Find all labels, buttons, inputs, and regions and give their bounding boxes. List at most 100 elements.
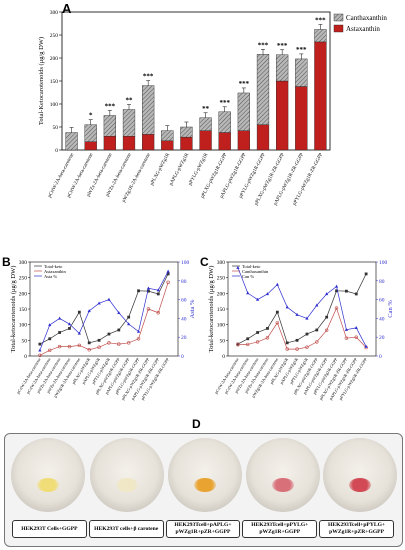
caption-1: HEK293T Cells+GGPP [12, 520, 87, 538]
bar-canthaxanthin-3 [122, 109, 136, 137]
point-b-1-5 [87, 348, 91, 352]
point-b-0-7 [107, 332, 111, 336]
x-category-a-7: pPYLG-pWZg1R [188, 152, 210, 187]
point-b-0-11 [147, 289, 150, 293]
panel-a-letter: A [62, 1, 72, 16]
bar-astaxanthin-8 [218, 132, 231, 151]
legend-label-b-1: Astaxanthin [44, 269, 66, 274]
point-b-2-8 [117, 310, 121, 314]
y-tick-label-c-2: 100 [217, 323, 226, 329]
point-c-1-5 [285, 347, 289, 351]
bar-astaxanthin-7 [199, 130, 212, 151]
point-b-2-5 [87, 309, 91, 313]
bar-canthaxanthin-6 [180, 126, 193, 138]
series-line-c-2 [237, 267, 367, 347]
y-tick-label-a-5: 250 [50, 33, 59, 39]
point-c-1-3 [265, 336, 270, 340]
y-tick-label-a-2: 100 [50, 102, 59, 108]
point-c-0-3 [266, 327, 269, 330]
bar-astaxanthin-3 [122, 135, 136, 151]
point-b-2-6 [97, 301, 101, 305]
point-b-1-3 [67, 344, 72, 349]
y2-tick-label-b-3: 60 [181, 298, 187, 304]
bar-astaxanthin-9 [237, 130, 250, 151]
point-c-2-8 [315, 303, 319, 307]
tube-5 [323, 438, 397, 512]
panel-c-letter: C [200, 255, 209, 269]
legend-label-astaxanthin: Astaxanthin [346, 25, 380, 33]
significance-a-8: *** [219, 99, 230, 107]
point-b-1-9 [126, 341, 131, 345]
bar-canthaxanthin-12 [295, 58, 308, 87]
y-tick-label-a-3: 150 [50, 79, 59, 85]
point-c-2-11 [344, 327, 348, 331]
point-b-0-9 [127, 315, 131, 319]
bar-canthaxanthin-4 [142, 85, 155, 135]
bar-astaxanthin-6 [180, 136, 193, 151]
y2-axis-label-c: Can % [387, 300, 394, 318]
tube-1 [11, 438, 85, 512]
tube-4 [246, 438, 320, 512]
bar-canthaxanthin-7 [199, 117, 212, 131]
point-c-0-8 [315, 328, 319, 332]
point-b-1-6 [97, 345, 101, 349]
chart-c: 050100150200250300020406080100Total-keto… [208, 260, 394, 401]
x-category-a-6: pAPLG-pWZg1R [169, 152, 191, 187]
caption-row: HEK293T Cells+GGPP HEK293T cells+β carot… [12, 520, 394, 538]
point-c-1-4 [275, 321, 280, 325]
point-b-0-3 [68, 327, 71, 330]
significance-a-12: *** [296, 46, 307, 54]
chart-b: 050100150200250300020406080100Total-keto… [10, 260, 196, 401]
y2-tick-label-c-4: 80 [379, 279, 385, 285]
point-c-0-13 [364, 272, 368, 276]
point-c-2-12 [354, 326, 358, 329]
y-tick-label-b-4: 200 [19, 291, 28, 297]
point-b-1-2 [57, 344, 62, 349]
y-tick-label-b-5: 250 [19, 276, 28, 282]
y2-tick-label-b-2: 40 [181, 316, 187, 322]
panel-b-letter: B [2, 255, 11, 269]
point-c-0-10 [335, 289, 338, 293]
y2-tick-label-b-1: 20 [181, 335, 187, 341]
y2-tick-label-b-5: 100 [181, 260, 190, 266]
y-tick-label-a-0: 0 [55, 148, 58, 154]
y-axis-label-c: Total-ketocarotenoids (μg/g DW) [208, 266, 215, 353]
point-c-0-9 [325, 315, 329, 319]
point-b-1-4 [77, 343, 82, 348]
point-c-2-13 [364, 344, 368, 348]
point-b-2-3 [67, 322, 72, 326]
point-c-1-12 [354, 335, 358, 339]
point-c-2-9 [325, 292, 329, 296]
y2-tick-label-c-5: 100 [379, 260, 388, 266]
bar-astaxanthin-10 [256, 124, 270, 151]
point-c-2-5 [285, 305, 289, 309]
point-b-1-7 [107, 341, 111, 345]
point-c-1-8 [315, 340, 319, 344]
point-b-1-8 [117, 342, 121, 346]
y-tick-label-c-4: 200 [217, 291, 226, 297]
bar-astaxanthin-11 [276, 80, 289, 151]
point-b-0-2 [58, 331, 61, 334]
bar-canthaxanthin-1 [84, 124, 97, 142]
point-c-0-4 [275, 310, 279, 314]
bar-astaxanthin-2 [103, 135, 116, 151]
bar-astaxanthin-1 [84, 141, 97, 151]
point-c-0-1 [246, 337, 250, 341]
legend-label-c-1: Canthaxanthin [242, 269, 269, 274]
caption-3: HEK293Tcell+pAPLG+ pWZg1R+pZR+GGPP [165, 520, 241, 538]
point-b-0-8 [117, 328, 121, 332]
significance-a-7: ** [202, 105, 210, 113]
point-c-1-7 [305, 345, 309, 349]
y-tick-label-a-6: 300 [50, 10, 59, 16]
y-tick-label-c-1: 50 [220, 338, 226, 344]
significance-a-10: *** [258, 41, 269, 49]
pellet-3 [194, 478, 216, 492]
point-b-2-11 [146, 286, 150, 290]
bar-canthaxanthin-11 [276, 54, 289, 82]
figure-canvas: A 0 50 100 150 200 250 300 Total-Ketocarotenoid… [2, 1, 394, 430]
y-axis-label-a: Total-Ketocarotenoids (μg/g DW) [38, 37, 45, 125]
legend-swatch-astaxanthin [333, 24, 344, 33]
point-c-2-4 [275, 282, 279, 286]
point-b-1-1 [48, 348, 52, 353]
significance-a-2: *** [105, 103, 116, 111]
